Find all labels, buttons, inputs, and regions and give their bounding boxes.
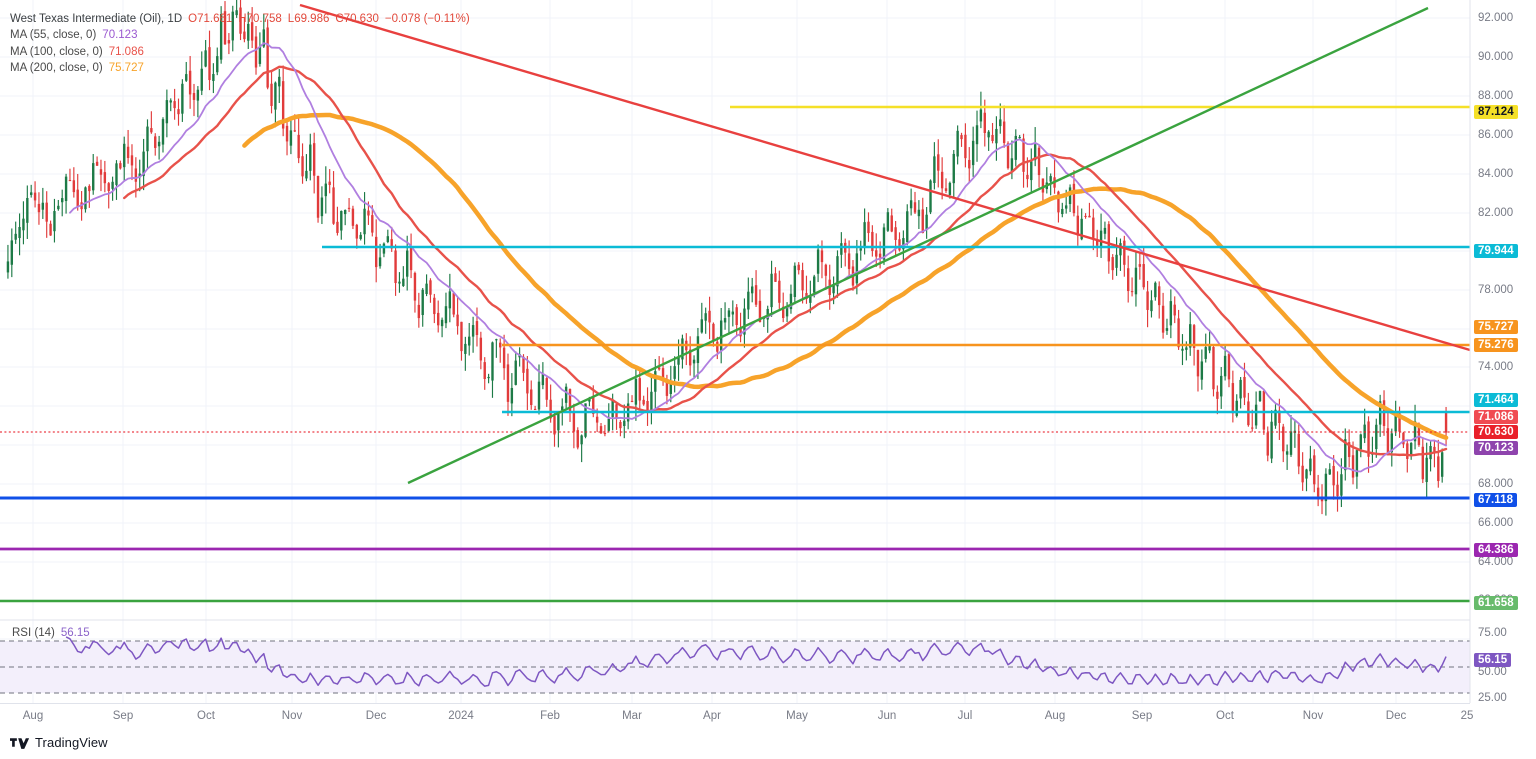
- price-axis-badge[interactable]: 87.124: [1474, 105, 1518, 119]
- time-axis-tick: 2024: [448, 710, 474, 722]
- time-axis-tick: Sep: [112, 710, 134, 722]
- time-axis-tick: Feb: [540, 710, 560, 722]
- time-axis-tick: Dec: [1385, 710, 1407, 722]
- rsi-legend[interactable]: RSI (14) 56.15: [12, 627, 90, 639]
- brand-name: TradingView: [35, 735, 108, 750]
- price-axis-tick: 75.00: [1478, 627, 1507, 639]
- rsi-level-lines: [0, 640, 1470, 694]
- time-axis-tick: Sep: [1131, 710, 1153, 722]
- ma100-line: [123, 65, 1448, 457]
- price-axis-badge[interactable]: 71.086: [1474, 410, 1518, 424]
- price-axis-tick: 66.000: [1478, 517, 1514, 529]
- price-axis-tick: 84.000: [1478, 168, 1514, 180]
- price-axis-badge[interactable]: 71.464: [1474, 393, 1518, 407]
- vertical-gridlines: [32, 0, 1397, 703]
- price-axis-badge[interactable]: 70.123: [1474, 441, 1518, 455]
- price-axis-tick: 68.000: [1478, 478, 1514, 490]
- time-axis-tick: Jun: [877, 710, 897, 722]
- price-axis-tick: 86.000: [1478, 129, 1514, 141]
- time-axis-tick: Aug: [1044, 710, 1066, 722]
- price-axis-badge[interactable]: 64.386: [1474, 543, 1518, 557]
- rsi-panel: [0, 636, 1470, 694]
- price-axis-tick: 82.000: [1478, 207, 1514, 219]
- price-axis-badge[interactable]: 79.944: [1474, 244, 1518, 258]
- price-axis-badge[interactable]: 61.658: [1474, 596, 1518, 610]
- price-axis-tick: 90.000: [1478, 51, 1514, 63]
- trendlines[interactable]: [299, 3, 1471, 485]
- price-axis-badge[interactable]: 67.118: [1474, 493, 1518, 507]
- time-axis-tick: Mar: [622, 710, 642, 722]
- rsi-name: RSI (14): [12, 627, 55, 639]
- time-axis-tick: May: [786, 710, 808, 722]
- time-axis-tick: Jul: [957, 710, 973, 722]
- rsi-line: [65, 636, 1447, 687]
- plot-background: [0, 0, 1470, 703]
- time-axis-tick: Nov: [1302, 710, 1324, 722]
- time-axis-tick: Oct: [1216, 710, 1234, 722]
- ma200-line: [242, 112, 1449, 440]
- price-axis[interactable]: 92.000 90.000 88.000 86.000 84.000 82.000 78.0…: [1470, 0, 1536, 720]
- time-axis-tick: Dec: [365, 710, 387, 722]
- price-axis-tick: 74.000: [1478, 361, 1514, 373]
- price-level-lines[interactable]: [0, 105, 1470, 603]
- time-axis-tick: Apr: [703, 710, 721, 722]
- price-axis-tick: 25.00: [1478, 692, 1507, 704]
- tradingview-brand: TradingView: [10, 735, 108, 750]
- price-axis-badge[interactable]: 75.276: [1474, 338, 1518, 352]
- rsi-value: 56.15: [60, 627, 90, 639]
- time-axis-tick: 25: [1460, 710, 1474, 722]
- price-axis-tick: 78.000: [1478, 284, 1514, 296]
- price-axis-badge[interactable]: 70.630: [1474, 425, 1518, 439]
- price-axis-tick: 50.00: [1478, 666, 1507, 678]
- price-axis-badge[interactable]: 75.727: [1474, 320, 1518, 334]
- price-axis-tick: 88.000: [1478, 90, 1514, 102]
- price-axis-tick: 92.000: [1478, 12, 1514, 24]
- descending-red-trendline: [299, 3, 1471, 352]
- price-axis-badge[interactable]: 56.15: [1474, 653, 1512, 667]
- time-axis[interactable]: Aug Sep Oct Nov Dec 2024 Feb Mar Apr May Jun Jul Aug…: [0, 703, 1473, 729]
- time-axis-tick: Aug: [22, 710, 44, 722]
- time-axis-tick: Nov: [281, 710, 303, 722]
- tradingview-logo-icon: [10, 738, 29, 749]
- price-axis-tick: 64.000: [1478, 556, 1514, 568]
- time-axis-tick: Oct: [197, 710, 215, 722]
- ascending-green-trendline: [407, 6, 1429, 485]
